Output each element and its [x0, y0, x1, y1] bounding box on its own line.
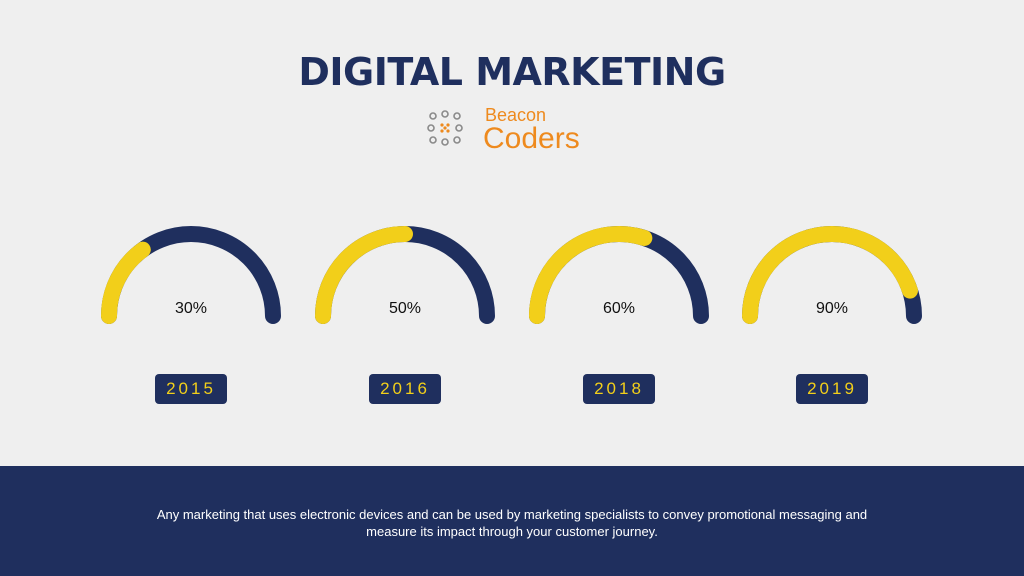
footer-description: Any marketing that uses electronic devic…: [156, 507, 868, 539]
year-badge: 2018: [583, 374, 655, 404]
page-title: DIGITAL MARKETING: [298, 50, 726, 94]
gauge-fill-2018: [529, 226, 653, 324]
gauge-fill-2016: [315, 226, 413, 324]
year-badge: 2019: [796, 374, 868, 404]
gauge-value-label: 30%: [174, 300, 208, 317]
gauge-value-label: 90%: [815, 300, 849, 317]
year-badge: 2016: [369, 374, 441, 404]
logo-text-beacon: Beacon: [485, 105, 547, 125]
gauge-fill-2015: [101, 241, 151, 324]
gauge-fill-2019: [742, 226, 918, 324]
brand-logo: Beacon Coders: [425, 104, 605, 154]
gauge-value-label: 60%: [602, 300, 636, 317]
logo-dots-icon: [427, 110, 463, 146]
footer-banner: Any marketing that uses electronic devic…: [0, 466, 1024, 576]
year-badge: 2015: [155, 374, 227, 404]
logo-text-coders: Coders: [483, 122, 580, 155]
gauge-value-label: 50%: [388, 300, 422, 317]
